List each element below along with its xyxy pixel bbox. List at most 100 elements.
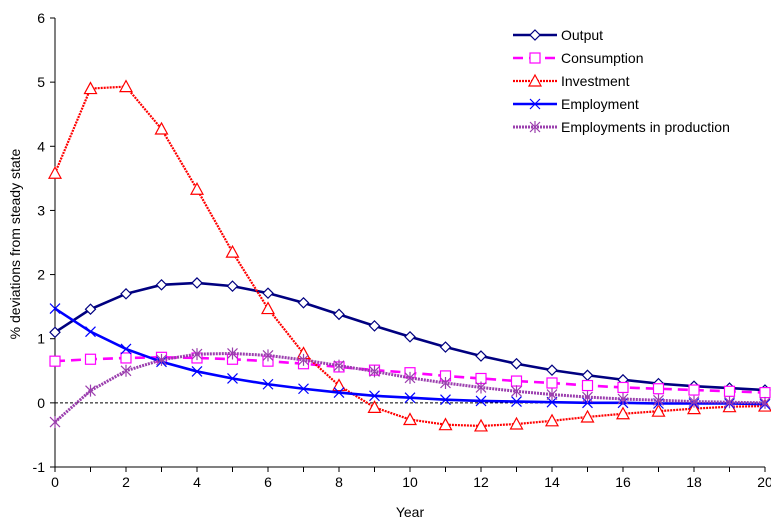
data-point bbox=[546, 396, 558, 408]
data-point bbox=[118, 79, 134, 93]
data-point bbox=[191, 348, 203, 361]
data-point bbox=[369, 365, 380, 378]
data-point bbox=[368, 320, 381, 332]
data-point bbox=[475, 381, 487, 394]
data-point bbox=[262, 349, 274, 362]
x-axis-label: Year bbox=[396, 504, 425, 520]
data-point bbox=[686, 401, 702, 415]
data-point bbox=[759, 386, 771, 399]
y-tick-label: 6 bbox=[37, 10, 45, 26]
data-point bbox=[120, 343, 132, 355]
data-point bbox=[154, 121, 169, 135]
x-tick-label: 2 bbox=[122, 474, 130, 490]
legend-label: Investment bbox=[561, 73, 630, 89]
x-tick-label: 16 bbox=[615, 474, 631, 490]
x-tick-label: 6 bbox=[264, 474, 272, 490]
data-point bbox=[510, 375, 523, 387]
data-point bbox=[298, 353, 309, 366]
data-point bbox=[49, 326, 61, 339]
data-point bbox=[688, 384, 700, 396]
data-point bbox=[440, 394, 451, 406]
y-axis: -1 0 1 2 3 4 5 6 bbox=[33, 10, 55, 475]
x-tick-label: 4 bbox=[193, 474, 201, 490]
y-tick-label: 3 bbox=[37, 202, 45, 218]
legend-label: Consumption bbox=[561, 50, 644, 66]
data-point bbox=[582, 391, 593, 404]
data-point bbox=[298, 383, 309, 395]
data-point bbox=[85, 326, 96, 338]
data-point bbox=[651, 403, 666, 417]
data-point bbox=[724, 396, 735, 409]
legend-label: Employment bbox=[561, 96, 639, 112]
data-point bbox=[85, 384, 96, 397]
data-point bbox=[440, 376, 451, 389]
data-point bbox=[652, 383, 665, 395]
series-employments-in-production bbox=[49, 347, 771, 429]
data-point bbox=[688, 395, 700, 408]
data-point bbox=[439, 341, 452, 353]
y-axis-label: % deviations from steady state bbox=[7, 148, 23, 339]
data-point bbox=[333, 387, 345, 399]
data-point bbox=[191, 366, 203, 377]
data-point bbox=[510, 357, 523, 370]
legend-marker bbox=[529, 52, 541, 64]
data-point bbox=[615, 406, 631, 420]
data-point bbox=[120, 364, 132, 377]
data-point bbox=[260, 301, 276, 315]
data-point bbox=[120, 352, 132, 364]
data-point bbox=[367, 400, 382, 413]
data-point bbox=[262, 378, 274, 390]
data-point bbox=[617, 393, 629, 406]
x-tick-label: 20 bbox=[757, 474, 771, 490]
data-point bbox=[333, 308, 345, 321]
data-point bbox=[84, 353, 97, 365]
x-tick-label: 0 bbox=[51, 474, 59, 490]
data-point bbox=[333, 359, 345, 372]
data-point bbox=[84, 303, 97, 316]
data-point bbox=[189, 182, 205, 195]
data-point bbox=[47, 165, 63, 179]
x-tick-label: 18 bbox=[686, 474, 702, 490]
data-point bbox=[475, 350, 487, 362]
y-tick-label: -1 bbox=[33, 459, 46, 475]
data-point bbox=[227, 373, 238, 384]
legend-marker bbox=[527, 73, 543, 87]
series-layer bbox=[47, 79, 771, 432]
data-point bbox=[49, 303, 61, 314]
x-tick-label: 12 bbox=[473, 474, 489, 490]
data-point bbox=[723, 385, 736, 397]
data-point bbox=[262, 287, 274, 300]
data-point bbox=[49, 355, 61, 367]
legend: Output Consumption Investment Employment Emp… bbox=[513, 27, 730, 135]
data-point bbox=[475, 395, 487, 407]
series-line bbox=[53, 85, 766, 428]
data-point bbox=[404, 330, 416, 343]
y-tick-label: 4 bbox=[37, 138, 45, 154]
data-point bbox=[225, 244, 240, 258]
data-point bbox=[438, 417, 453, 431]
data-point bbox=[120, 287, 132, 300]
data-point bbox=[226, 280, 239, 292]
data-point bbox=[511, 396, 522, 407]
data-point bbox=[546, 388, 558, 401]
data-point bbox=[511, 385, 522, 398]
data-point bbox=[546, 377, 558, 389]
data-point bbox=[404, 392, 416, 404]
data-point bbox=[759, 396, 771, 409]
data-point bbox=[653, 394, 664, 407]
data-point bbox=[402, 412, 418, 426]
data-point bbox=[331, 378, 347, 392]
data-point bbox=[191, 277, 203, 289]
legend-label: Employments in production bbox=[561, 119, 730, 135]
data-point bbox=[83, 81, 98, 95]
data-point bbox=[404, 371, 416, 384]
data-point bbox=[297, 296, 310, 309]
legend-label: Output bbox=[561, 27, 603, 43]
legend-marker bbox=[529, 121, 541, 133]
data-point bbox=[544, 413, 560, 427]
data-point bbox=[369, 390, 380, 402]
data-point bbox=[617, 381, 629, 394]
data-point bbox=[580, 409, 595, 423]
x-tick-label: 8 bbox=[335, 474, 343, 490]
